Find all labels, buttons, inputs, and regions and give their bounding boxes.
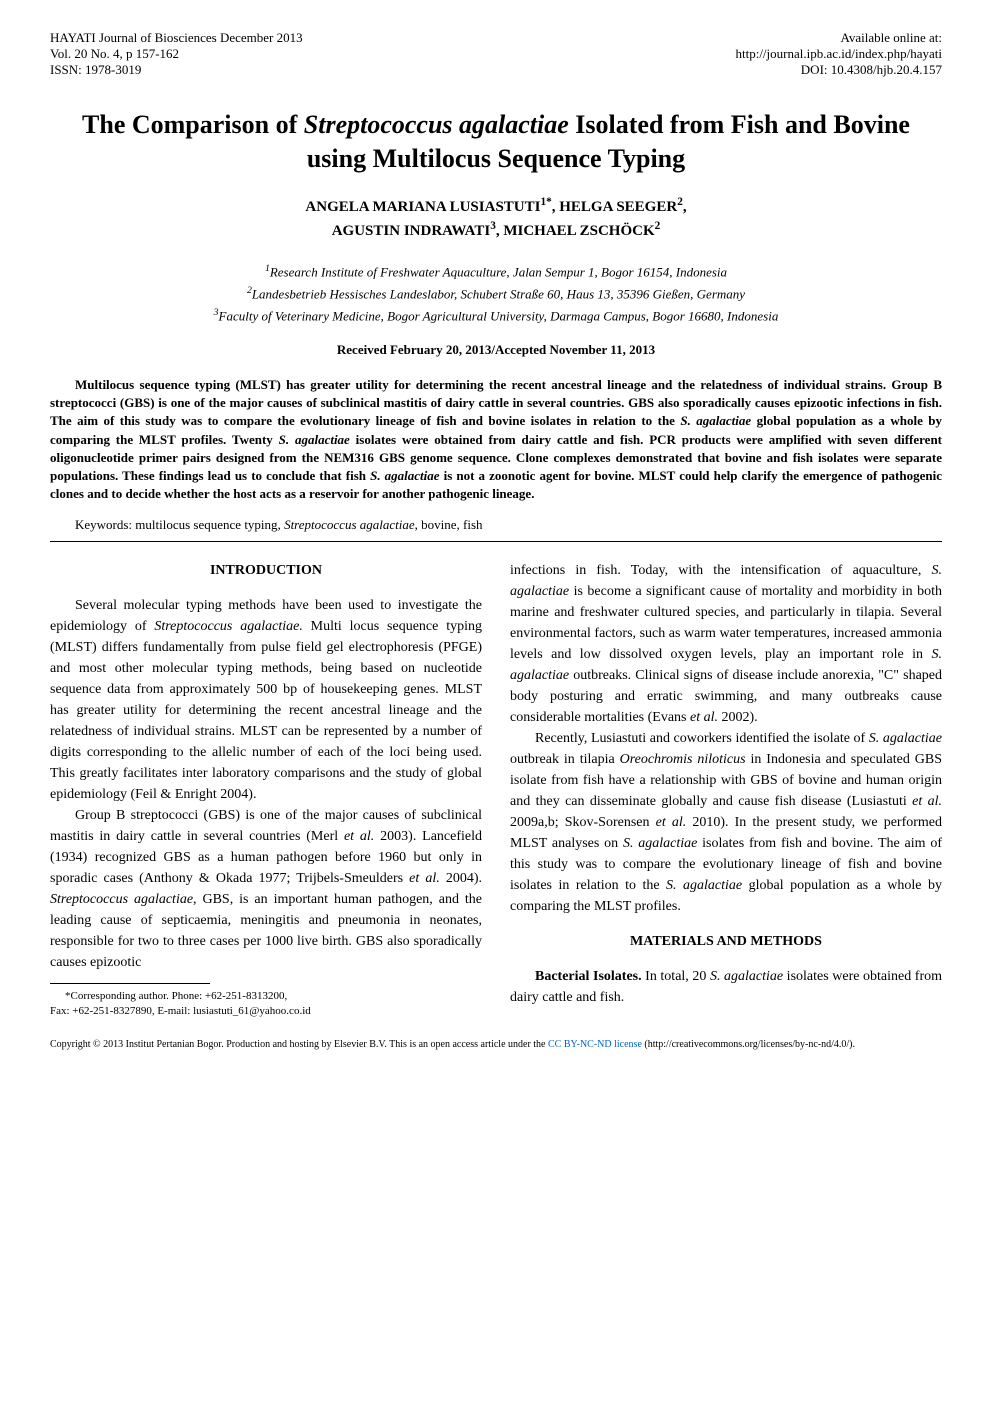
- left-column: INTRODUCTION Several molecular typing me…: [50, 560, 482, 1018]
- keywords-text-1: multilocus sequence typing,: [135, 517, 284, 532]
- author-1-sup: 1*: [540, 196, 551, 208]
- author-3: AGUSTIN INDRAWATI: [332, 223, 491, 239]
- col2-p2-species-2: Oreochromis niloticus: [620, 752, 746, 767]
- col2-p2-species-1: S. agalactiae: [869, 731, 942, 746]
- col2-p1-etal: et al.: [690, 710, 718, 725]
- section-separator: [50, 541, 942, 542]
- col2-paragraph-1: infections in fish. Today, with the inte…: [510, 560, 942, 728]
- intro-paragraph-2: Group B streptococci (GBS) is one of the…: [50, 805, 482, 973]
- methods-p1-text-a: In total, 20: [642, 969, 710, 984]
- body-columns: INTRODUCTION Several molecular typing me…: [50, 560, 942, 1018]
- dates-line: Received February 20, 2013/Accepted Nove…: [50, 342, 942, 358]
- article-title: The Comparison of Streptococcus agalacti…: [50, 108, 942, 176]
- col2-p2-species-3: S. agalactiae: [623, 836, 697, 851]
- author-1: ANGELA MARIANA LUSIASTUTI: [305, 199, 540, 215]
- keywords-species: Streptococcus agalactiae: [284, 517, 415, 532]
- footnote-line-1: *Corresponding author. Phone: +62-251-83…: [50, 989, 482, 1003]
- footnote-separator: [50, 983, 210, 984]
- author-2: , HELGA SEEGER: [552, 199, 677, 215]
- doi-line: DOI: 10.4308/hjb.20.4.157: [735, 62, 942, 78]
- authors-line-1: ANGELA MARIANA LUSIASTUTI1*, HELGA SEEGE…: [50, 194, 942, 219]
- header-left: HAYATI Journal of Biosciences December 2…: [50, 30, 303, 78]
- affiliation-1: 1Research Institute of Freshwater Aquacu…: [50, 261, 942, 283]
- title-species-name: Streptococcus agalactiae: [304, 110, 569, 139]
- affiliation-2: 2Landesbetrieb Hessisches Landeslabor, S…: [50, 283, 942, 305]
- title-text-1: The Comparison of: [82, 110, 304, 139]
- license-link[interactable]: CC BY-NC-ND license: [548, 1039, 642, 1050]
- volume-line: Vol. 20 No. 4, p 157-162: [50, 46, 303, 62]
- col2-p1-text-d: 2002).: [718, 710, 758, 725]
- page-header: HAYATI Journal of Biosciences December 2…: [50, 30, 942, 78]
- comma: ,: [683, 199, 687, 215]
- copyright-line: Copyright © 2013 Institut Pertanian Bogo…: [50, 1038, 942, 1051]
- available-online-label: Available online at:: [735, 30, 942, 46]
- intro-p1-species: Streptococcus agalactiae.: [154, 619, 302, 634]
- intro-p2-etal-1: et al.: [344, 829, 374, 844]
- methods-p1-bold: Bacterial Isolates.: [535, 969, 642, 984]
- footnote-line-2: Fax: +62-251-8327890, E-mail: lusiastuti…: [50, 1004, 482, 1018]
- intro-p2-species: Streptococcus agalactiae: [50, 892, 193, 907]
- issn-line: ISSN: 1978-3019: [50, 62, 303, 78]
- col2-p2-text-b: outbreak in tilapia: [510, 752, 620, 767]
- methods-paragraph-1: Bacterial Isolates. In total, 20 S. agal…: [510, 966, 942, 1008]
- col2-p2-species-4: S. agalactiae: [666, 878, 742, 893]
- journal-line: HAYATI Journal of Biosciences December 2…: [50, 30, 303, 46]
- col2-p1-text-a: infections in fish. Today, with the inte…: [510, 563, 932, 578]
- copyright-text-b: (http://creativecommons.org/licenses/by-…: [642, 1039, 855, 1050]
- author-4: , MICHAEL ZSCHÖCK: [496, 223, 655, 239]
- abstract-species-2: S. agalactiae: [279, 432, 350, 447]
- copyright-text-a: Copyright © 2013 Institut Pertanian Bogo…: [50, 1039, 548, 1050]
- col2-p2-etal-2: et al.: [656, 815, 687, 830]
- col2-p2-text-a: Recently, Lusiastuti and coworkers ident…: [535, 731, 869, 746]
- abstract-species-3: S. agalactiae: [370, 468, 439, 483]
- col2-p2-text-d: 2009a,b; Skov-Sorensen: [510, 815, 656, 830]
- methods-heading: MATERIALS AND METHODS: [510, 931, 942, 952]
- intro-p2-text-c: 2004).: [440, 871, 482, 886]
- authors-line-2: AGUSTIN INDRAWATI3, MICHAEL ZSCHÖCK2: [50, 218, 942, 243]
- keywords-line: Keywords: multilocus sequence typing, St…: [50, 517, 942, 533]
- keywords-text-2: , bovine, fish: [415, 517, 483, 532]
- authors-block: ANGELA MARIANA LUSIASTUTI1*, HELGA SEEGE…: [50, 194, 942, 243]
- right-column: infections in fish. Today, with the inte…: [510, 560, 942, 1018]
- col2-p1-text-b: is become a significant cause of mortali…: [510, 584, 942, 662]
- methods-p1-species: S. agalactiae: [710, 969, 783, 984]
- affiliations-block: 1Research Institute of Freshwater Aquacu…: [50, 261, 942, 327]
- abstract-species-1: S. agalactiae: [680, 413, 751, 428]
- abstract-block: Multilocus sequence typing (MLST) has gr…: [50, 376, 942, 503]
- col2-p2-etal-1: et al.: [912, 794, 942, 809]
- keywords-label: Keywords:: [75, 517, 135, 532]
- col2-paragraph-2: Recently, Lusiastuti and coworkers ident…: [510, 728, 942, 917]
- introduction-heading: INTRODUCTION: [50, 560, 482, 581]
- journal-url: http://journal.ipb.ac.id/index.php/hayat…: [735, 46, 942, 62]
- intro-paragraph-1: Several molecular typing methods have be…: [50, 595, 482, 805]
- author-4-sup: 2: [655, 220, 661, 232]
- intro-p2-etal-2: et al.: [409, 871, 440, 886]
- header-right: Available online at: http://journal.ipb.…: [735, 30, 942, 78]
- affiliation-3: 3Faculty of Veterinary Medicine, Bogor A…: [50, 305, 942, 327]
- intro-p1-text-b: Multi locus sequence typing (MLST) diffe…: [50, 619, 482, 802]
